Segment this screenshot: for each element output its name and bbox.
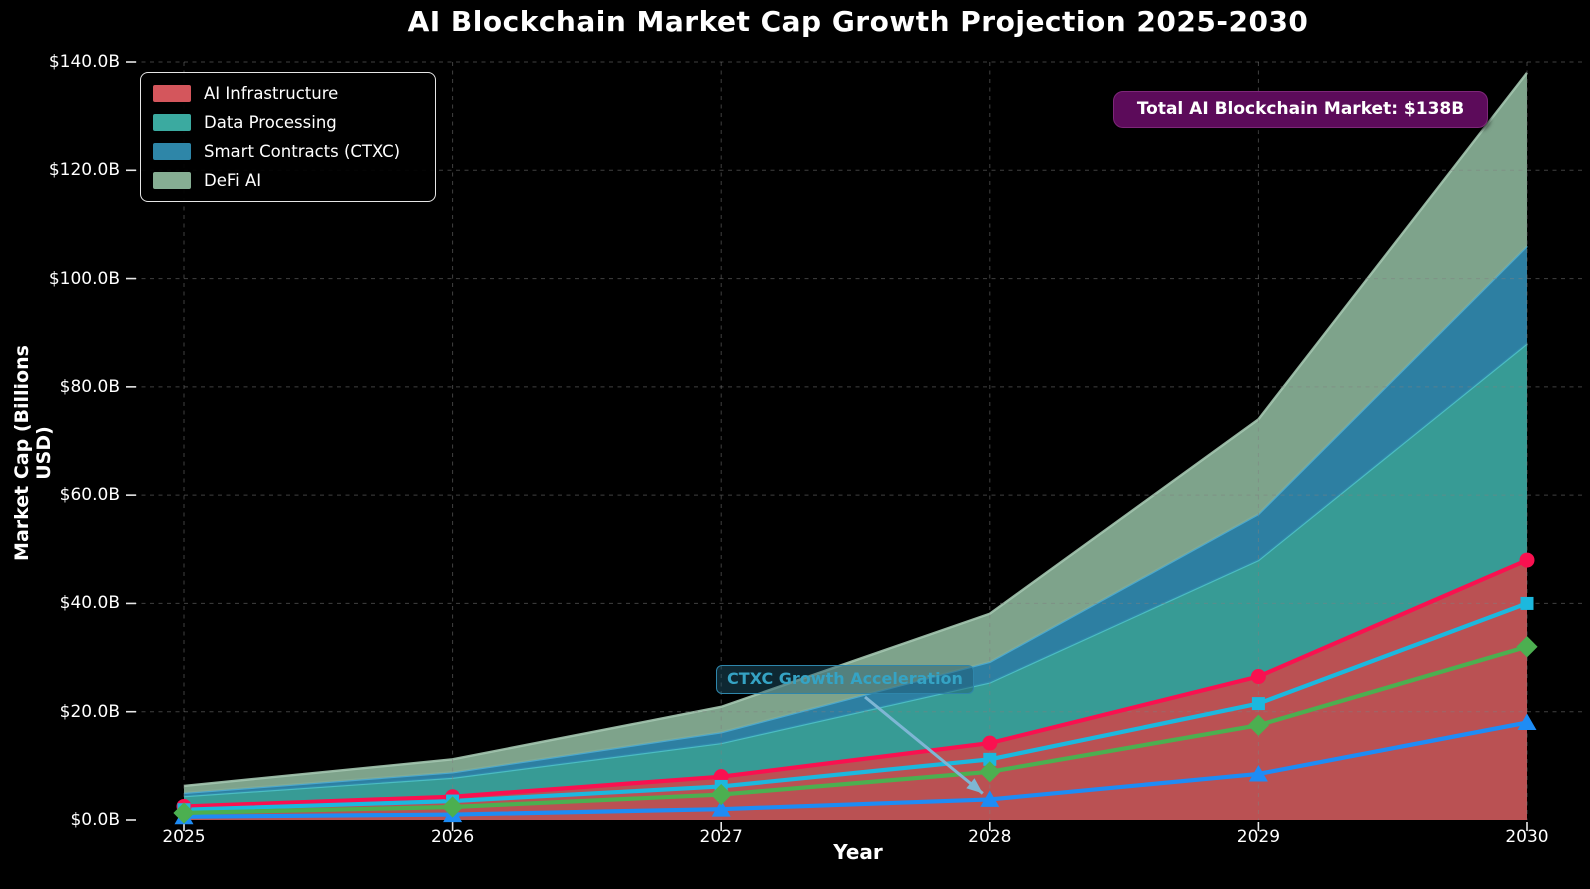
legend-label: Smart Contracts (CTXC) xyxy=(204,142,401,161)
legend-swatch xyxy=(153,85,191,102)
marker-triangle xyxy=(1248,764,1268,782)
marker-diamond xyxy=(979,761,1001,783)
legend-label: DeFi AI xyxy=(204,171,262,190)
marker-square xyxy=(1251,697,1265,711)
line-ai-infrastructure xyxy=(181,558,1530,809)
y-tick-label: $80.0B xyxy=(59,376,120,397)
marker-diamond xyxy=(173,802,195,824)
x-tick-label: 2027 xyxy=(699,827,743,847)
annotation-arrow xyxy=(864,695,984,795)
line-defi-ai xyxy=(181,644,1530,816)
marker-triangle xyxy=(711,800,731,817)
ctxc-growth-annotation: CTXC Growth Acceleration xyxy=(716,665,974,694)
legend-swatch xyxy=(153,172,191,189)
marker-square xyxy=(983,752,997,766)
x-tick-label: 2026 xyxy=(430,827,475,847)
y-tick-label: $40.0B xyxy=(59,593,120,614)
legend: AI Infrastructure Data Processing Smart Co… xyxy=(140,72,436,202)
y-tick-label: $0.0B xyxy=(70,810,120,830)
total-market-annotation: Total AI Blockchain Market: $138B xyxy=(1113,91,1488,128)
area-defi-ai xyxy=(184,72,1527,793)
area-edge-3 xyxy=(183,72,1528,788)
legend-label: Data Processing xyxy=(204,113,337,132)
legend-item-ai-infrastructure: AI Infrastructure xyxy=(153,82,421,105)
x-tick-label: 2029 xyxy=(1236,827,1281,847)
legend-item-defi-ai: DeFi AI xyxy=(153,169,421,192)
marker-circle xyxy=(1519,552,1535,568)
x-tick-label: 2028 xyxy=(968,827,1012,847)
x-tick-label: 2025 xyxy=(162,827,206,847)
legend-swatch xyxy=(153,143,191,160)
chart-title: AI Blockchain Market Cap Growth Projecti… xyxy=(407,5,1309,38)
area-ai-infrastructure xyxy=(184,560,1527,820)
y-tick-label: $120.0B xyxy=(48,160,120,181)
y-axis-label: Market Cap (Billions USD) xyxy=(11,345,55,561)
marker-triangle xyxy=(980,790,1000,807)
marker-diamond xyxy=(710,783,732,806)
y-tick-label: $20.0B xyxy=(59,701,120,722)
marker-diamond xyxy=(1247,714,1270,736)
legend-label: AI Infrastructure xyxy=(204,84,339,103)
y-tick-label: $60.0B xyxy=(59,485,120,506)
legend-swatch xyxy=(153,114,191,131)
marker-triangle xyxy=(1517,713,1537,731)
line-data-processing xyxy=(181,601,1530,812)
marker-circle xyxy=(982,735,998,751)
legend-item-smart-contracts-ctxc-: Smart Contracts (CTXC) xyxy=(153,140,421,163)
x-axis-label: Year xyxy=(833,840,883,864)
marker-circle xyxy=(1250,669,1266,685)
y-tick-label: $140.0B xyxy=(48,52,120,72)
marker-diamond xyxy=(441,796,464,818)
legend-item-data-processing: Data Processing xyxy=(153,111,421,134)
area-data-processing xyxy=(184,343,1527,807)
line-smart-contracts-ctxc- xyxy=(181,720,1530,819)
x-tick-label: 2030 xyxy=(1505,827,1549,847)
annotation-arrowhead xyxy=(966,778,983,794)
marker-diamond xyxy=(1516,636,1538,658)
y-tick-label: $100.0B xyxy=(48,268,120,289)
marker-square xyxy=(1520,596,1534,610)
